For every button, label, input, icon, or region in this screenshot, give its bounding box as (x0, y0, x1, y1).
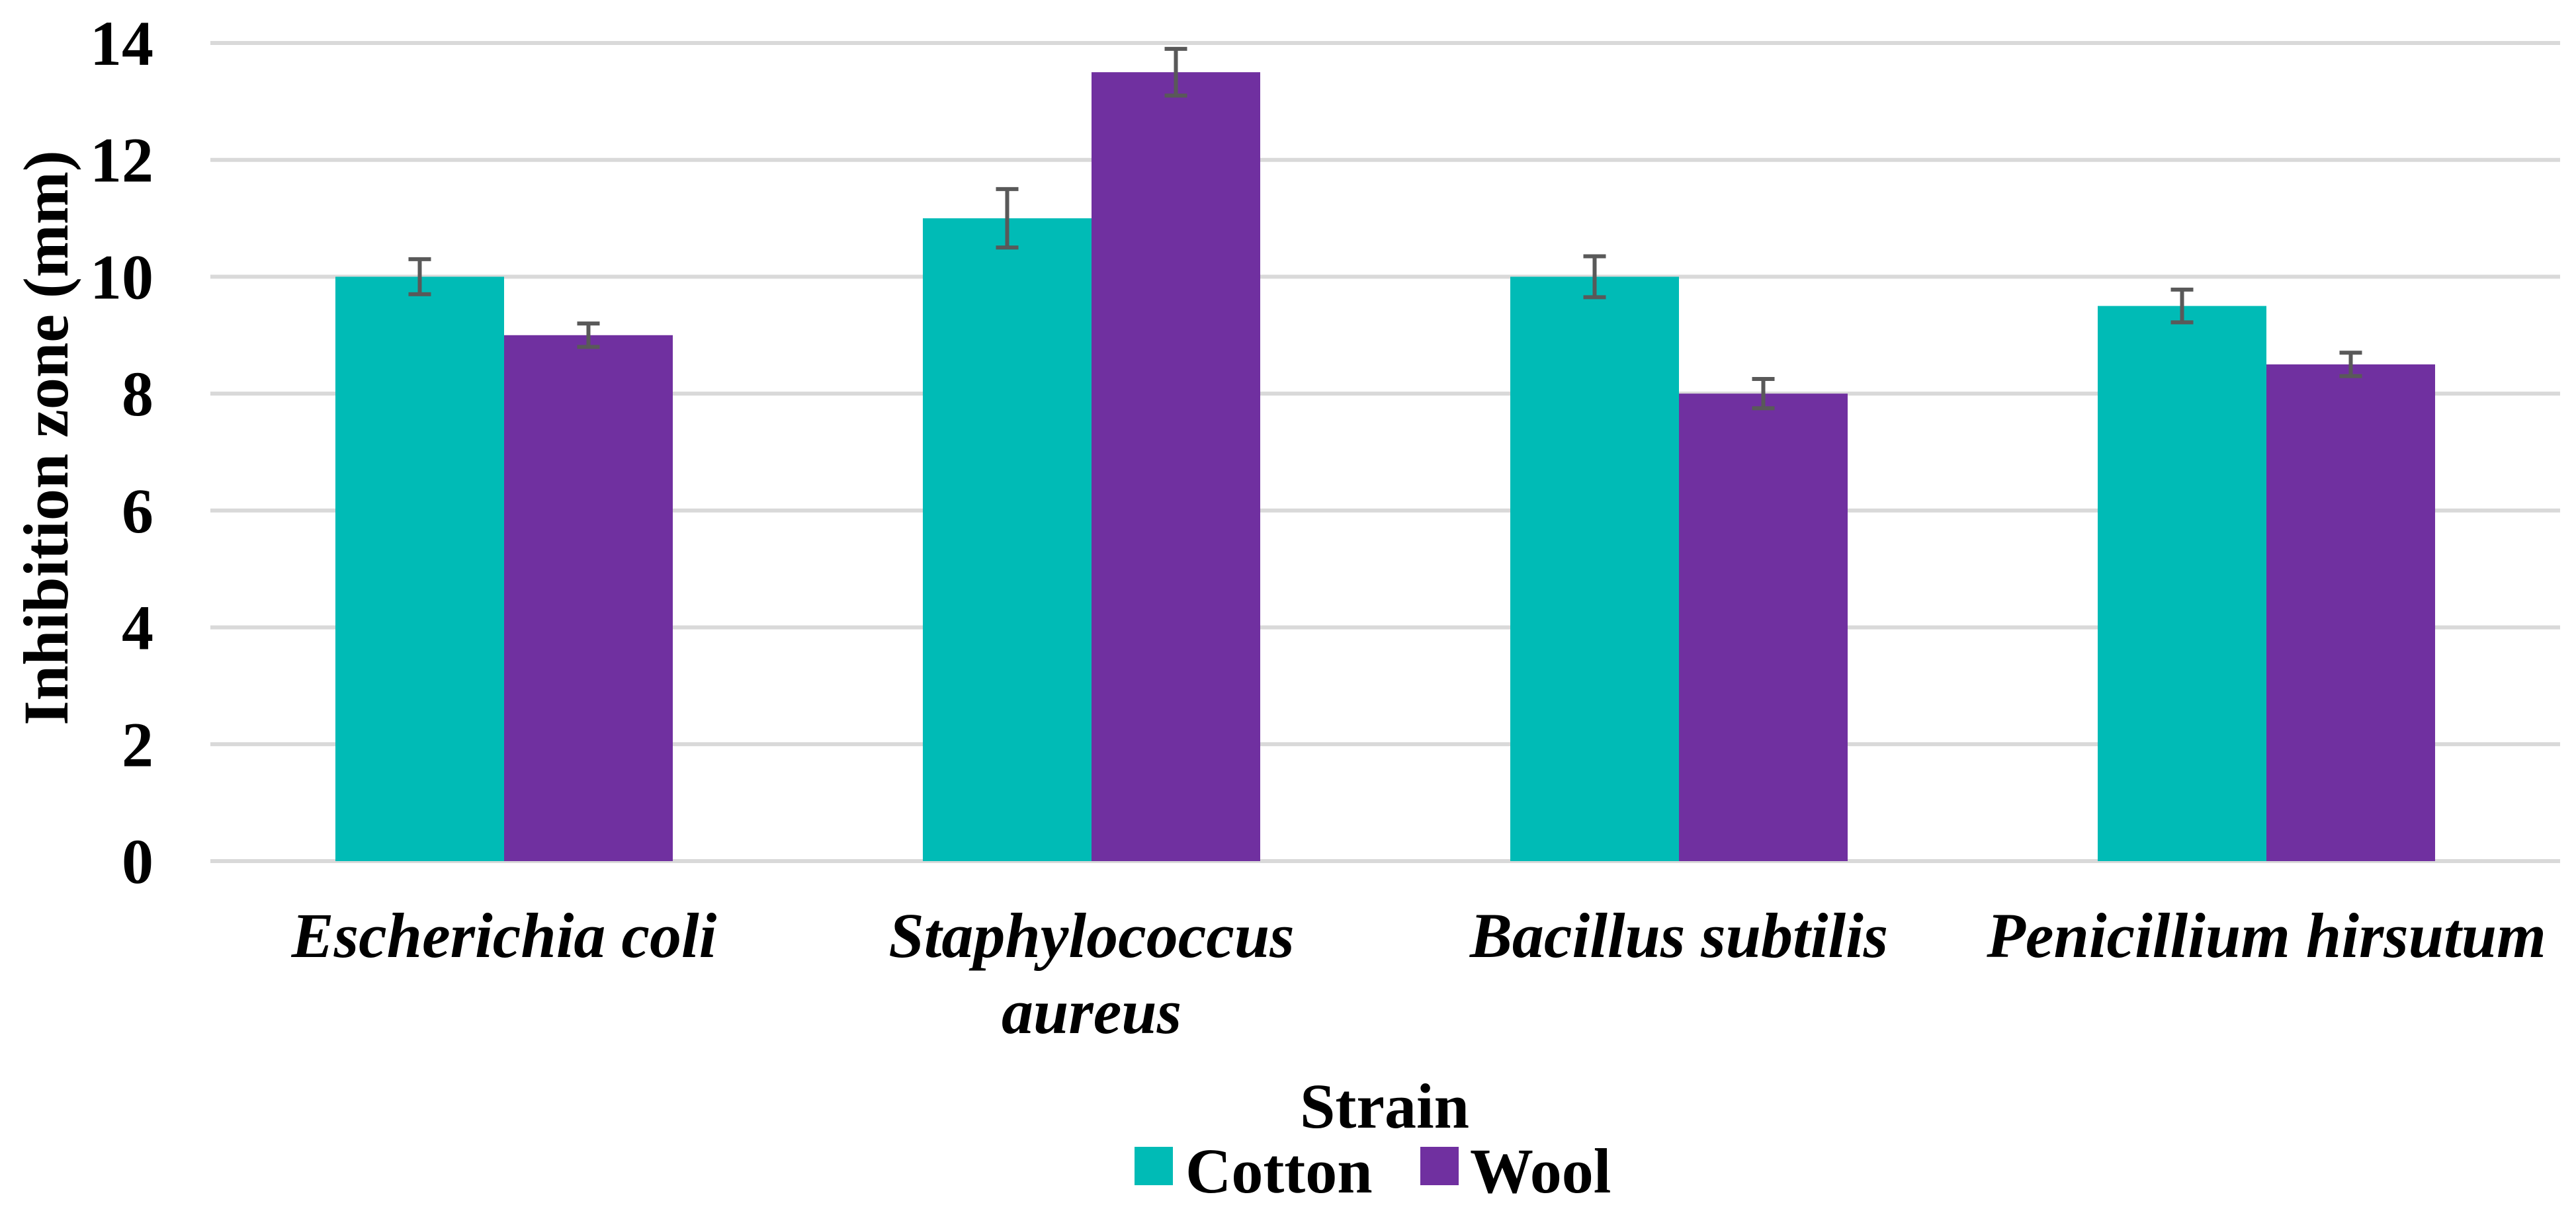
error-bar-wool (1164, 46, 1187, 98)
error-bar-cotton (996, 187, 1019, 250)
y-axis-tick-labels: 0 2 4 6 8 10 12 14 (90, 8, 153, 897)
legend-label-cotton: Cotton (1185, 1136, 1373, 1206)
x-axis-title: Strain (1300, 1071, 1469, 1142)
y-tick-label: 10 (90, 241, 153, 312)
y-tick-label: 4 (122, 593, 153, 663)
legend-swatch-wool (1420, 1147, 1459, 1185)
error-bar-cotton (2170, 287, 2194, 325)
y-tick-label: 8 (122, 358, 153, 429)
error-bar-wool (577, 321, 600, 349)
legend: Cotton Wool (1135, 1136, 1611, 1206)
y-tick-label: 0 (122, 826, 153, 897)
y-tick-label: 12 (90, 125, 153, 196)
error-bar-cotton (408, 257, 431, 296)
x-category-label: Penicillium hirsutum (1986, 900, 2546, 971)
y-tick-label: 2 (122, 709, 153, 780)
y-tick-label: 6 (122, 476, 153, 546)
legend-swatch-cotton (1135, 1147, 1173, 1185)
bar-wool (504, 335, 673, 861)
bar-cotton (335, 276, 504, 861)
x-category-label: Bacillus subtilis (1469, 900, 1888, 971)
error-bars (408, 46, 2362, 411)
error-bar-wool (1752, 377, 1775, 411)
legend-label-wool: Wool (1470, 1136, 1611, 1206)
bar-cotton (923, 218, 1092, 862)
bar-cotton (2098, 306, 2266, 861)
bar-wool (2266, 364, 2435, 861)
bar-wool (1092, 72, 1260, 861)
y-axis-title: Inhibition zone (mm) (11, 150, 81, 725)
bar-cotton (1510, 276, 1679, 861)
x-category-label: Staphylococcus (888, 900, 1294, 971)
bars (335, 72, 2435, 862)
y-tick-label: 14 (90, 8, 153, 79)
error-bar-wool (2339, 351, 2362, 378)
x-category-label: aureus (1002, 976, 1181, 1047)
error-bar-cotton (1583, 254, 1606, 300)
x-category-label: Escherichia coli (291, 900, 717, 971)
bar-wool (1679, 394, 1848, 861)
